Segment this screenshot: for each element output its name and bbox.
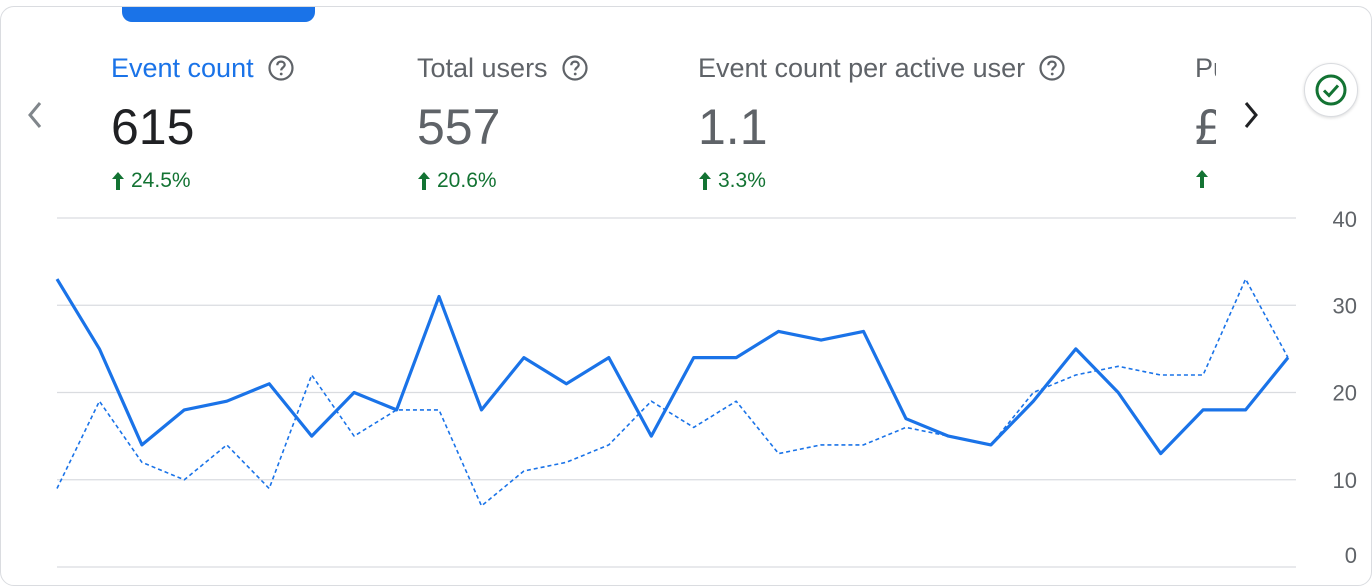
series-line-comparison [56, 278, 1289, 507]
metric-tab-partial[interactable]: Pu £ [1195, 47, 1216, 189]
chevron-left-icon [28, 102, 42, 128]
metric-label: Event count per active user [698, 52, 1026, 83]
chevron-right-icon [1244, 102, 1258, 128]
metric-value: 557 [417, 99, 501, 155]
y-tick-label: 30 [1333, 293, 1357, 318]
arrow-up-icon [699, 172, 711, 190]
metric-delta: 3.3% [718, 169, 766, 192]
metrics-card: Event count 615 24.5% Total users [0, 6, 1372, 586]
metric-tab-event-count-per-active-user[interactable]: Event count per active user 1.1 3.3% [698, 47, 1065, 193]
insights-check-button[interactable] [1304, 63, 1358, 117]
arrow-up-icon [418, 172, 430, 190]
metric-value: 615 [111, 99, 195, 155]
metric-tabs: Event count 615 24.5% Total users [111, 47, 1216, 207]
help-circle-icon[interactable] [561, 55, 588, 81]
next-metric-button[interactable] [1233, 93, 1269, 137]
line-chart: 0 10 20 30 40 [55, 207, 1357, 568]
check-circle-icon [1315, 74, 1347, 106]
arrow-up-icon [1196, 170, 1208, 188]
metric-delta: 20.6% [437, 169, 497, 192]
active-tab-indicator [122, 7, 315, 22]
metric-label: Event count [111, 52, 254, 83]
metric-value: 1.1 [698, 99, 768, 155]
metric-tab-total-users[interactable]: Total users 557 20.6% [417, 47, 588, 193]
metric-label: Pu [1195, 52, 1216, 83]
y-tick-label: 20 [1333, 381, 1357, 406]
y-tick-label: 0 [1345, 543, 1357, 568]
help-circle-icon[interactable] [1039, 55, 1065, 81]
metric-tab-event-count[interactable]: Event count 615 24.5% [111, 47, 294, 193]
metric-delta: 24.5% [131, 169, 191, 192]
metric-value: £ [1195, 99, 1216, 155]
arrow-up-icon [112, 172, 124, 190]
y-tick-label: 10 [1333, 468, 1357, 493]
help-circle-icon[interactable] [267, 55, 294, 81]
series-line-current [55, 278, 1290, 456]
prev-metric-button[interactable] [19, 95, 51, 135]
y-tick-label: 40 [1333, 207, 1357, 232]
metric-label: Total users [417, 52, 548, 83]
